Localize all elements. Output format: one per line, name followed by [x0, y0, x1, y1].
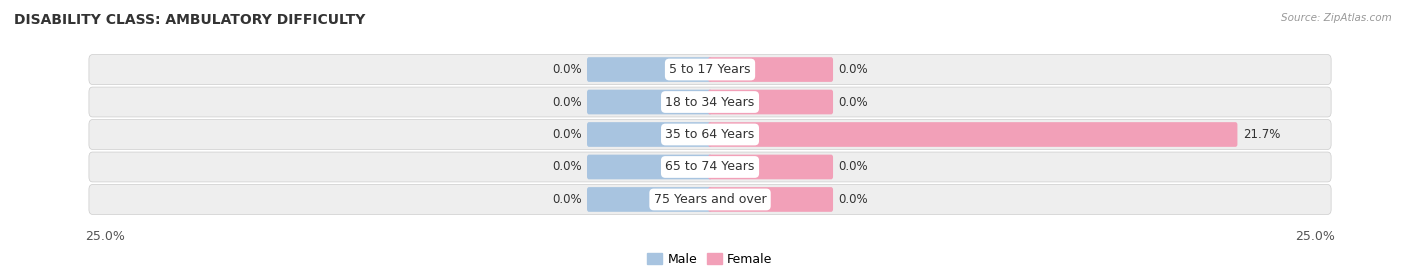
Text: 21.7%: 21.7% [1243, 128, 1279, 141]
Text: 0.0%: 0.0% [838, 193, 868, 206]
FancyBboxPatch shape [89, 185, 1331, 214]
Text: 0.0%: 0.0% [838, 95, 868, 108]
FancyBboxPatch shape [588, 187, 711, 212]
FancyBboxPatch shape [89, 152, 1331, 182]
Text: 18 to 34 Years: 18 to 34 Years [665, 95, 755, 108]
Text: Source: ZipAtlas.com: Source: ZipAtlas.com [1281, 13, 1392, 23]
Text: 0.0%: 0.0% [553, 95, 582, 108]
FancyBboxPatch shape [89, 119, 1331, 150]
FancyBboxPatch shape [709, 90, 832, 114]
FancyBboxPatch shape [709, 187, 832, 212]
Text: 0.0%: 0.0% [553, 161, 582, 174]
Text: DISABILITY CLASS: AMBULATORY DIFFICULTY: DISABILITY CLASS: AMBULATORY DIFFICULTY [14, 13, 366, 27]
FancyBboxPatch shape [89, 55, 1331, 84]
Text: 35 to 64 Years: 35 to 64 Years [665, 128, 755, 141]
FancyBboxPatch shape [588, 57, 711, 82]
Text: 0.0%: 0.0% [553, 63, 582, 76]
FancyBboxPatch shape [588, 122, 711, 147]
FancyBboxPatch shape [588, 90, 711, 114]
FancyBboxPatch shape [709, 122, 1237, 147]
FancyBboxPatch shape [89, 87, 1331, 117]
Text: 0.0%: 0.0% [553, 193, 582, 206]
Text: 75 Years and over: 75 Years and over [654, 193, 766, 206]
Legend: Male, Female: Male, Female [648, 253, 772, 266]
Text: 0.0%: 0.0% [553, 128, 582, 141]
Text: 0.0%: 0.0% [838, 161, 868, 174]
FancyBboxPatch shape [709, 155, 832, 179]
Text: 5 to 17 Years: 5 to 17 Years [669, 63, 751, 76]
FancyBboxPatch shape [709, 57, 832, 82]
Text: 65 to 74 Years: 65 to 74 Years [665, 161, 755, 174]
FancyBboxPatch shape [588, 155, 711, 179]
Text: 0.0%: 0.0% [838, 63, 868, 76]
